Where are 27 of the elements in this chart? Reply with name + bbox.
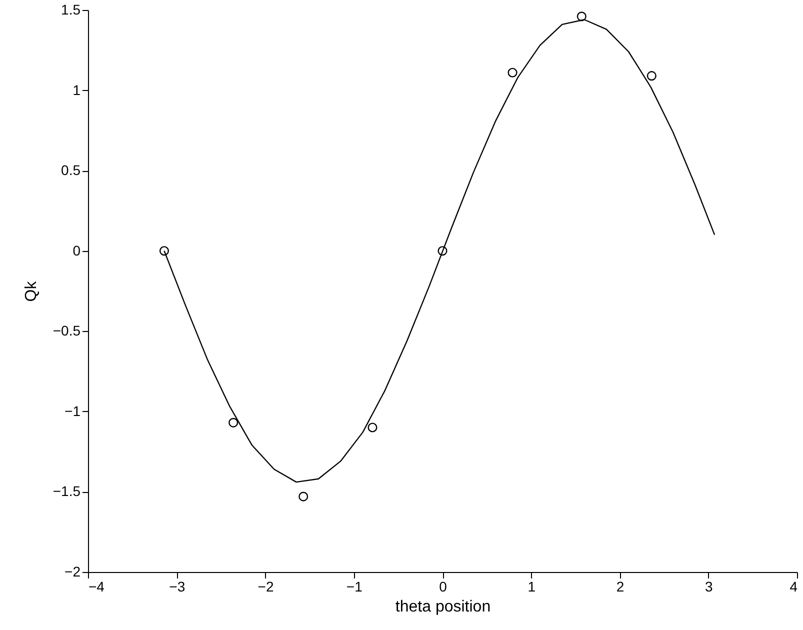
y-tick-label: 1.5 bbox=[61, 2, 81, 18]
y-axis-title: Qk bbox=[22, 280, 40, 302]
point bbox=[298, 492, 308, 502]
x-tick-label: 1 bbox=[528, 578, 536, 594]
point bbox=[438, 246, 448, 256]
y-tick-label: 1 bbox=[72, 82, 81, 98]
x-tick-label: −1 bbox=[346, 578, 363, 594]
x-tick-label: −3 bbox=[169, 578, 186, 594]
point bbox=[228, 418, 238, 428]
point bbox=[368, 422, 378, 432]
y-tick-label: −0.5 bbox=[52, 322, 81, 339]
x-tick-label: 0 bbox=[439, 578, 448, 594]
point bbox=[159, 246, 169, 256]
x-tick-label: 3 bbox=[704, 578, 713, 594]
y-tick-label: −1 bbox=[64, 402, 81, 419]
x-axis-title: theta position bbox=[395, 598, 491, 616]
y-tick-label: −2 bbox=[64, 564, 81, 580]
y-tick-label: 0 bbox=[72, 242, 81, 258]
y-tick-label: 0.5 bbox=[61, 162, 81, 178]
x-tick-label: 2 bbox=[616, 578, 624, 594]
point bbox=[576, 12, 586, 22]
x-tick-label: 4 bbox=[790, 578, 798, 594]
point bbox=[508, 68, 518, 78]
y-tick-label: −1.5 bbox=[52, 483, 81, 500]
point bbox=[646, 71, 656, 81]
x-tick-label: −4 bbox=[88, 578, 105, 594]
x-tick-label: −2 bbox=[258, 578, 274, 594]
